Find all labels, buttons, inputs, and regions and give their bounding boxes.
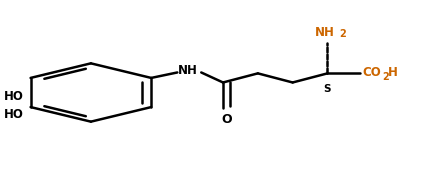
Text: HO: HO [4,90,24,103]
Text: S: S [324,84,331,94]
Text: NH: NH [315,26,335,39]
Text: HO: HO [4,108,24,121]
Text: H: H [388,66,397,79]
Text: 2: 2 [383,72,389,82]
Text: O: O [221,112,232,126]
Text: CO: CO [362,66,381,79]
Text: 2: 2 [340,29,346,39]
Text: NH: NH [178,64,198,77]
